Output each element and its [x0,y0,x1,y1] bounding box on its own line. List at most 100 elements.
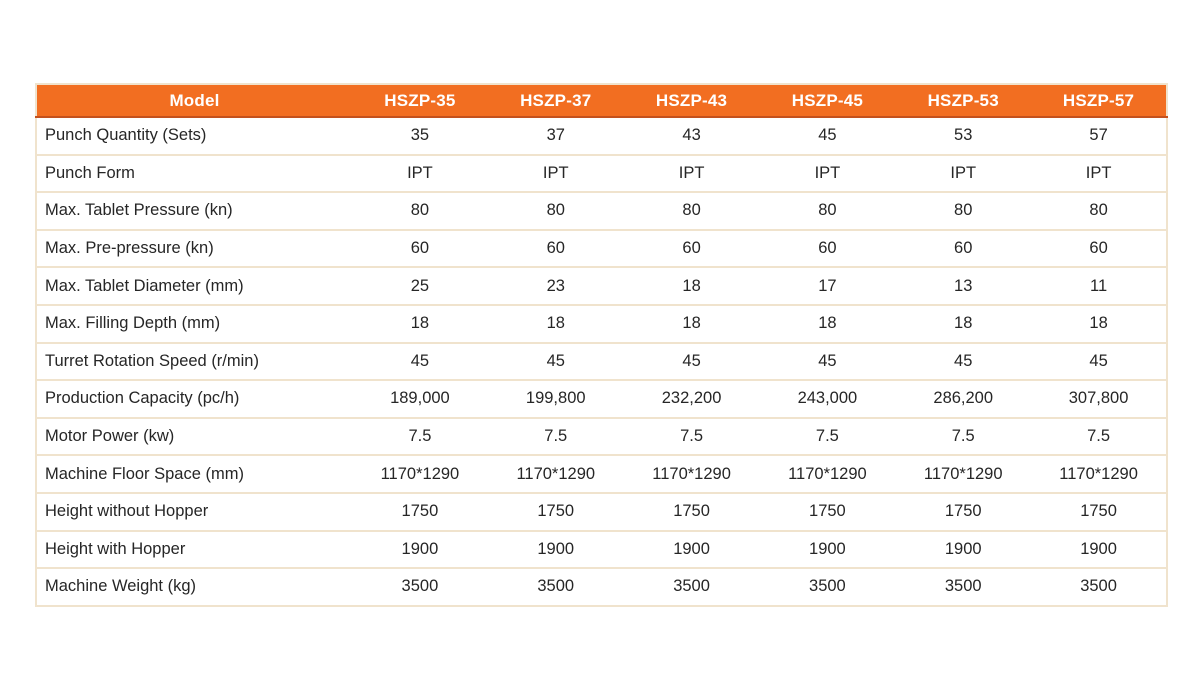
header-cell-column: HSZP-53 [895,84,1032,118]
spec-table-header: Model HSZP-35 HSZP-37 HSZP-43 HSZP-45 HS… [36,84,1167,118]
header-cell-column: HSZP-43 [623,84,760,118]
row-value: 17 [759,267,896,306]
row-value: 1750 [895,492,1032,532]
row-label: Production Capacity (pc/h) [36,380,352,419]
row-value: 307,800 [1031,380,1167,419]
row-value: 80 [1031,192,1167,231]
row-value: 7.5 [623,417,760,457]
row-value: IPT [1031,154,1167,194]
row-value: 80 [623,192,760,231]
row-value: 1750 [623,492,760,532]
table-row: Max. Tablet Diameter (mm) 25 23 18 17 13 11 [36,267,1167,306]
table-row: Max. Tablet Pressure (kn) 80 80 80 80 80 80 [36,192,1167,231]
row-value: 35 [352,117,488,156]
row-value: 3500 [487,568,624,607]
table-row: Punch Form IPT IPT IPT IPT IPT IPT [36,154,1167,194]
row-value: 1170*1290 [487,455,624,494]
row-value: IPT [895,154,1032,194]
row-value: 1750 [1031,492,1167,532]
table-row: Max. Filling Depth (mm) 18 18 18 18 18 18 [36,304,1167,344]
row-value: 60 [352,229,488,269]
row-value: IPT [623,154,760,194]
table-row: Motor Power (kw) 7.5 7.5 7.5 7.5 7.5 7.5 [36,417,1167,457]
row-value: 45 [487,342,624,382]
row-value: 189,000 [352,380,488,419]
table-row: Max. Pre-pressure (kn) 60 60 60 60 60 60 [36,229,1167,269]
row-value: 37 [487,117,624,156]
row-value: 60 [487,229,624,269]
table-row: Production Capacity (pc/h) 189,000 199,800… [36,380,1167,419]
row-value: 60 [759,229,896,269]
spec-table-container: Model HSZP-35 HSZP-37 HSZP-43 HSZP-45 HS… [35,83,1168,607]
row-value: 3500 [895,568,1032,607]
row-label: Max. Filling Depth (mm) [36,304,352,344]
row-value: 1170*1290 [352,455,488,494]
row-value: 80 [759,192,896,231]
row-value: 7.5 [1031,417,1167,457]
row-value: 3500 [759,568,896,607]
row-value: 60 [1031,229,1167,269]
header-cell-column: HSZP-37 [487,84,624,118]
row-value: 1750 [352,492,488,532]
row-value: 1170*1290 [1031,455,1167,494]
row-value: 45 [623,342,760,382]
row-value: 1170*1290 [895,455,1032,494]
row-value: 80 [895,192,1032,231]
row-value: 232,200 [623,380,760,419]
row-value: 60 [623,229,760,269]
row-value: 18 [759,304,896,344]
table-row: Machine Weight (kg) 3500 3500 3500 3500 3500 3… [36,568,1167,607]
row-value: 18 [487,304,624,344]
row-value: 3500 [623,568,760,607]
table-row: Height with Hopper 1900 1900 1900 1900 1900 19… [36,530,1167,570]
row-value: 18 [623,267,760,306]
row-value: 25 [352,267,488,306]
row-value: 18 [1031,304,1167,344]
row-value: 18 [623,304,760,344]
row-value: 1900 [352,530,488,570]
row-value: 1900 [1031,530,1167,570]
row-label: Max. Tablet Pressure (kn) [36,192,352,231]
row-value: 1750 [487,492,624,532]
header-cell-column: HSZP-57 [1031,84,1167,118]
row-value: IPT [487,154,624,194]
row-value: 286,200 [895,380,1032,419]
row-value: 60 [895,229,1032,269]
row-label: Turret Rotation Speed (r/min) [36,342,352,382]
row-value: 1900 [487,530,624,570]
row-value: 13 [895,267,1032,306]
row-value: 7.5 [352,417,488,457]
row-value: 1900 [895,530,1032,570]
header-cell-column: HSZP-45 [759,84,896,118]
row-value: 18 [352,304,488,344]
row-label: Punch Quantity (Sets) [36,117,352,156]
row-value: 43 [623,117,760,156]
row-value: 80 [352,192,488,231]
row-label: Motor Power (kw) [36,417,352,457]
row-value: 45 [1031,342,1167,382]
row-value: 11 [1031,267,1167,306]
row-value: 57 [1031,117,1167,156]
row-value: 1900 [759,530,896,570]
row-value: 45 [352,342,488,382]
row-value: 1900 [623,530,760,570]
table-row: Machine Floor Space (mm) 1170*1290 1170*12… [36,455,1167,494]
row-value: 7.5 [487,417,624,457]
row-label: Machine Weight (kg) [36,568,352,607]
row-label: Machine Floor Space (mm) [36,455,352,494]
row-value: 1170*1290 [759,455,896,494]
row-label: Height with Hopper [36,530,352,570]
header-cell-column: HSZP-35 [352,84,488,118]
row-value: 3500 [352,568,488,607]
header-cell-model: Model [36,84,352,118]
row-value: 1170*1290 [623,455,760,494]
row-label: Max. Pre-pressure (kn) [36,229,352,269]
row-label: Punch Form [36,154,352,194]
row-value: 199,800 [487,380,624,419]
table-row: Punch Quantity (Sets) 35 37 43 45 53 57 [36,117,1167,156]
row-value: 80 [487,192,624,231]
row-value: 45 [759,117,896,156]
spec-table: Model HSZP-35 HSZP-37 HSZP-43 HSZP-45 HS… [35,83,1168,607]
row-value: 243,000 [759,380,896,419]
